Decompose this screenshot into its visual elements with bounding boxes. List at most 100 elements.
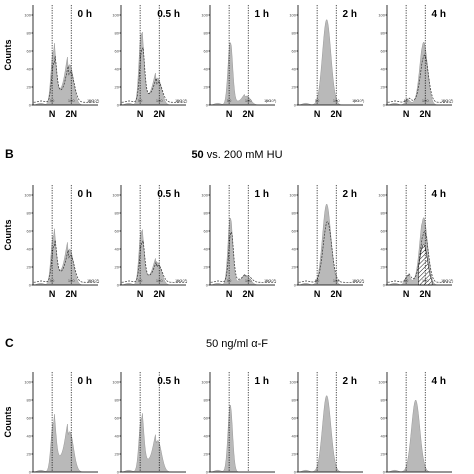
x-tick-label: 150 xyxy=(87,98,94,103)
time-label: 0.5 h xyxy=(157,189,180,200)
label-2N: 2N xyxy=(419,289,431,299)
y-tick-label: 60 xyxy=(115,48,120,53)
y-tick-label: 80 xyxy=(292,30,297,35)
axes xyxy=(209,5,275,106)
y-tick-label: 40 xyxy=(27,433,32,438)
y-tick-label: 100 xyxy=(201,379,208,384)
y-tick-label: 40 xyxy=(115,66,120,71)
x-tick-label: 150 xyxy=(352,98,359,103)
time-label: 0.5 h xyxy=(157,9,180,20)
label-N: N xyxy=(403,289,410,299)
x-tick-label: 150 xyxy=(175,278,182,283)
x-unit-label: (×10³) xyxy=(89,278,100,283)
histogram-0h: 0 20 40 60 80 100 50 100 150(×10³) N 2N 0 h xyxy=(24,5,100,119)
overlay-trace xyxy=(33,240,99,283)
x-tick-label: 50 xyxy=(315,278,320,283)
y-tick-label: 20 xyxy=(204,264,209,269)
axes xyxy=(209,372,275,473)
overlay-trace xyxy=(387,231,453,283)
overlay-trace xyxy=(33,55,99,103)
histogram-2h: 0 20 40 60 80 100 50 100 150(×10³) N 2N 2 h xyxy=(289,5,365,119)
panel-2: B 50 vs. 200 mM HU Counts 0 20 40 60 80 100 50 100… xyxy=(3,147,454,299)
histogram-1h: 0 20 40 60 80 100 50 100 150(×10³) N 2N 1 h xyxy=(201,5,277,119)
x-tick-label: 50 xyxy=(404,278,409,283)
y-tick-label: 80 xyxy=(381,30,386,35)
x-unit-label: (×10³) xyxy=(354,98,365,103)
panel-letter: C xyxy=(5,336,14,350)
histogram-4h: 0 20 40 60 80 100 50 100 150(×10³) N 2N 4 h xyxy=(378,5,454,119)
y-tick-label: 100 xyxy=(378,12,385,17)
label-2N: 2N xyxy=(330,289,342,299)
histogram-area xyxy=(386,400,452,473)
label-N: N xyxy=(137,109,144,119)
x-tick-label: 100 xyxy=(245,278,252,283)
overlay-trace xyxy=(121,46,187,103)
histogram-area xyxy=(297,204,363,286)
y-tick-label: 60 xyxy=(115,415,120,420)
y-tick-label: 60 xyxy=(292,228,297,233)
y-tick-label: 40 xyxy=(204,433,209,438)
time-label: 2 h xyxy=(343,189,357,200)
histogram-area xyxy=(32,43,98,106)
x-tick-label: 100 xyxy=(156,98,163,103)
x-tick-label: 50 xyxy=(315,98,320,103)
y-axis-label: Counts xyxy=(3,407,13,438)
y-tick-label: 100 xyxy=(289,379,296,384)
y-tick-label: 0 xyxy=(29,282,32,287)
histogram-4h: 0 20 40 60 80 100 4 h xyxy=(378,372,452,474)
histogram-0.5h: 0 20 40 60 80 100 0.5 h xyxy=(112,372,186,474)
x-tick-label: 150 xyxy=(352,278,359,283)
label-2N: 2N xyxy=(153,289,165,299)
label-N: N xyxy=(49,109,56,119)
histogram-area xyxy=(209,218,275,286)
y-tick-label: 40 xyxy=(381,433,386,438)
label-N: N xyxy=(137,289,144,299)
panel-letter: B xyxy=(5,147,14,161)
y-tick-label: 20 xyxy=(204,451,209,456)
x-tick-label: 150 xyxy=(441,98,448,103)
histogram-area xyxy=(120,413,186,473)
y-tick-label: 100 xyxy=(378,192,385,197)
y-tick-label: 60 xyxy=(115,228,120,233)
y-tick-label: 40 xyxy=(381,246,386,251)
y-tick-label: 0 xyxy=(294,102,297,107)
x-tick-label: 100 xyxy=(422,98,429,103)
histogram-0.5h: 0 20 40 60 80 100 50 100 150(×10³) N 2N 0.5 h xyxy=(112,5,188,119)
x-tick-label: 100 xyxy=(333,278,340,283)
y-tick-label: 20 xyxy=(204,84,209,89)
y-tick-label: 0 xyxy=(294,282,297,287)
hatched-area xyxy=(418,244,433,286)
y-tick-label: 60 xyxy=(381,228,386,233)
y-tick-label: 100 xyxy=(112,12,119,17)
y-tick-label: 20 xyxy=(27,451,32,456)
time-label: 0 h xyxy=(78,189,92,200)
x-tick-label: 150 xyxy=(264,98,271,103)
y-tick-label: 20 xyxy=(381,264,386,269)
y-tick-label: 40 xyxy=(381,66,386,71)
y-tick-label: 0 xyxy=(206,282,209,287)
label-2N: 2N xyxy=(65,109,77,119)
y-tick-label: 100 xyxy=(24,379,31,384)
x-tick-label: 150 xyxy=(87,278,94,283)
time-label: 1 h xyxy=(255,376,269,387)
x-tick-label: 50 xyxy=(50,278,55,283)
histogram-0h: 0 20 40 60 80 100 50 100 150(×10³) N 2N 0 h xyxy=(24,185,100,299)
y-tick-label: 0 xyxy=(117,282,120,287)
histogram-1h: 0 20 40 60 80 100 1 h xyxy=(201,372,275,474)
panel-title-rest: vs. 200 mM HU xyxy=(204,149,283,161)
x-unit-label: (×10³) xyxy=(443,278,454,283)
y-tick-label: 80 xyxy=(27,210,32,215)
label-2N: 2N xyxy=(330,109,342,119)
histogram-area xyxy=(297,19,363,106)
time-label: 1 h xyxy=(255,9,269,20)
overlay-trace xyxy=(210,232,276,283)
y-axis-label: Counts xyxy=(3,220,13,251)
histogram-area xyxy=(297,395,363,473)
label-2N: 2N xyxy=(242,109,254,119)
label-N: N xyxy=(226,109,233,119)
y-tick-label: 0 xyxy=(29,469,32,474)
overlay-trace xyxy=(298,221,364,283)
x-tick-label: 50 xyxy=(138,98,143,103)
